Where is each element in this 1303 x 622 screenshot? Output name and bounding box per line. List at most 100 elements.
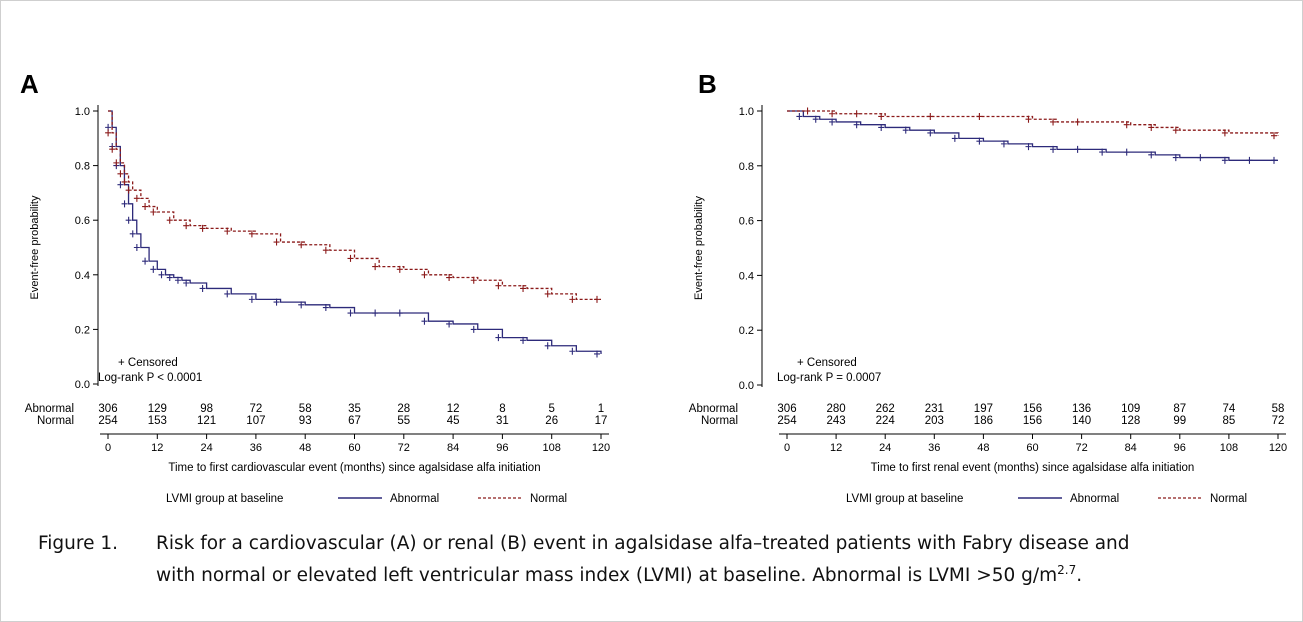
at-risk-value-a: 5 [548, 403, 554, 415]
censor-mark-abnormal-a [470, 325, 477, 333]
at-risk-value-b: 85 [1223, 415, 1236, 427]
y-tick-label-b: 0.6 [739, 216, 754, 228]
at-risk-value-a: 72 [250, 403, 263, 415]
at-risk-value-b: 156 [1023, 415, 1042, 427]
at-risk-value-a: 129 [148, 403, 167, 415]
censor-mark-normal-a [105, 129, 112, 137]
legend-label-abnormal-b: Abnormal [1070, 493, 1119, 505]
censor-mark-normal-a [569, 295, 576, 303]
y-tick-label-a: 0.4 [75, 270, 90, 282]
at-risk-value-b: 203 [925, 415, 944, 427]
x-tick-label-b: 0 [784, 442, 790, 454]
censor-mark-abnormal-b [1271, 156, 1277, 164]
legend-label-abnormal-a: Abnormal [390, 493, 439, 505]
censor-mark-abnormal-a [495, 334, 502, 342]
censor-mark-abnormal-a [183, 279, 190, 287]
at-risk-value-a: 121 [197, 415, 216, 427]
x-tick-label-a: 84 [447, 442, 459, 454]
censor-mark-normal-a [248, 230, 255, 238]
at-risk-row-label-b: Abnormal [689, 403, 738, 415]
censor-mark-normal-a [150, 208, 157, 216]
at-risk-value-a: 107 [246, 415, 265, 427]
censor-mark-normal-a [495, 282, 502, 290]
censor-mark-abnormal-b [878, 123, 885, 131]
caption-text: Risk for a cardiovascular (A) or renal (… [156, 530, 1296, 589]
censor-mark-abnormal-b [1197, 154, 1204, 162]
at-risk-value-b: 262 [876, 403, 895, 415]
at-risk-value-a: 93 [299, 415, 312, 427]
legend-label-normal-b: Normal [1210, 493, 1247, 505]
censor-mark-normal-a [142, 203, 149, 211]
censor-mark-normal-a [113, 159, 120, 167]
y-axis-label-b: Event-free probability [693, 196, 705, 300]
panel-letter-a: A [20, 69, 39, 99]
x-tick-label-b: 60 [1026, 442, 1038, 454]
x-tick-label-a: 60 [348, 442, 360, 454]
censor-mark-normal-a [470, 276, 477, 284]
at-risk-value-b: 231 [925, 403, 944, 415]
at-risk-value-b: 128 [1121, 415, 1140, 427]
censor-mark-abnormal-a [298, 301, 305, 309]
censor-mark-abnormal-b [1246, 156, 1253, 164]
censor-mark-abnormal-a [158, 271, 165, 279]
x-axis-label-b: Time to first renal event (months) since… [871, 462, 1195, 474]
censor-mark-normal-a [322, 246, 329, 254]
legend-title-b: LVMI group at baseline [846, 493, 963, 505]
censor-mark-abnormal-b [951, 134, 958, 142]
at-risk-value-b: 306 [777, 403, 796, 415]
censor-mark-normal-b [853, 110, 860, 118]
y-tick-label-b: 1.0 [739, 106, 754, 118]
at-risk-value-a: 254 [98, 415, 118, 427]
censor-mark-abnormal-b [796, 112, 803, 120]
km-figure: A 0.0 0.2 0.4 0.6 0.8 1.0 Event-free probabilit… [20, 69, 1287, 505]
at-risk-value-a: 8 [499, 403, 505, 415]
censor-mark-abnormal-a [372, 309, 379, 317]
censor-mark-normal-b [976, 112, 983, 120]
at-risk-value-a: 98 [200, 403, 213, 415]
y-tick-label-a: 1.0 [75, 106, 90, 118]
censor-mark-abnormal-b [1074, 145, 1081, 153]
censor-mark-normal-a [421, 271, 428, 279]
at-risk-value-a: 35 [348, 403, 361, 415]
censor-mark-abnormal-b [1099, 148, 1106, 156]
at-risk-row-label-a: Normal [37, 415, 74, 427]
x-tick-label-b: 96 [1174, 442, 1186, 454]
censor-mark-abnormal-b [976, 137, 983, 145]
censor-mark-normal-a [224, 227, 231, 235]
at-risk-value-a: 55 [397, 415, 410, 427]
at-risk-value-a: 67 [348, 415, 361, 427]
censor-mark-abnormal-a [322, 304, 329, 312]
logrank-text-a: Log-rank P < 0.0001 [98, 372, 202, 384]
censor-mark-abnormal-a [421, 317, 428, 325]
censor-mark-abnormal-a [396, 309, 403, 317]
x-tick-label-a: 108 [543, 442, 561, 454]
censor-mark-abnormal-b [1172, 154, 1179, 162]
censor-mark-normal-a [199, 224, 206, 232]
at-risk-value-a: 31 [496, 415, 509, 427]
censor-mark-normal-b [1271, 132, 1277, 140]
censor-mark-normal-a [121, 178, 128, 186]
censor-mark-normal-b [927, 112, 934, 120]
censor-mark-normal-b [1172, 126, 1179, 134]
censor-mark-normal-b [1123, 121, 1130, 129]
x-tick-label-b: 12 [830, 442, 842, 454]
caption-line-2-end: . [1076, 565, 1083, 587]
censor-mark-normal-b [829, 110, 836, 118]
y-tick-label-a: 0.2 [75, 324, 90, 336]
y-tick-label-b: 0.4 [739, 270, 754, 282]
x-tick-label-b: 48 [977, 442, 989, 454]
x-tick-label-b: 84 [1125, 442, 1137, 454]
x-tick-label-a: 72 [398, 442, 410, 454]
x-tick-label-a: 0 [105, 442, 111, 454]
censor-mark-abnormal-b [829, 118, 836, 126]
censor-mark-normal-a [372, 263, 379, 271]
censor-mark-abnormal-a [117, 181, 124, 189]
censor-mark-normal-a [117, 170, 124, 178]
y-tick-label-a: 0.8 [75, 161, 90, 173]
panel-letter-b: B [698, 69, 717, 99]
x-tick-label-a: 36 [250, 442, 262, 454]
censor-mark-abnormal-a [347, 309, 354, 317]
at-risk-value-a: 153 [148, 415, 167, 427]
caption-line-2: with normal or elevated left ventricular… [156, 557, 1296, 589]
